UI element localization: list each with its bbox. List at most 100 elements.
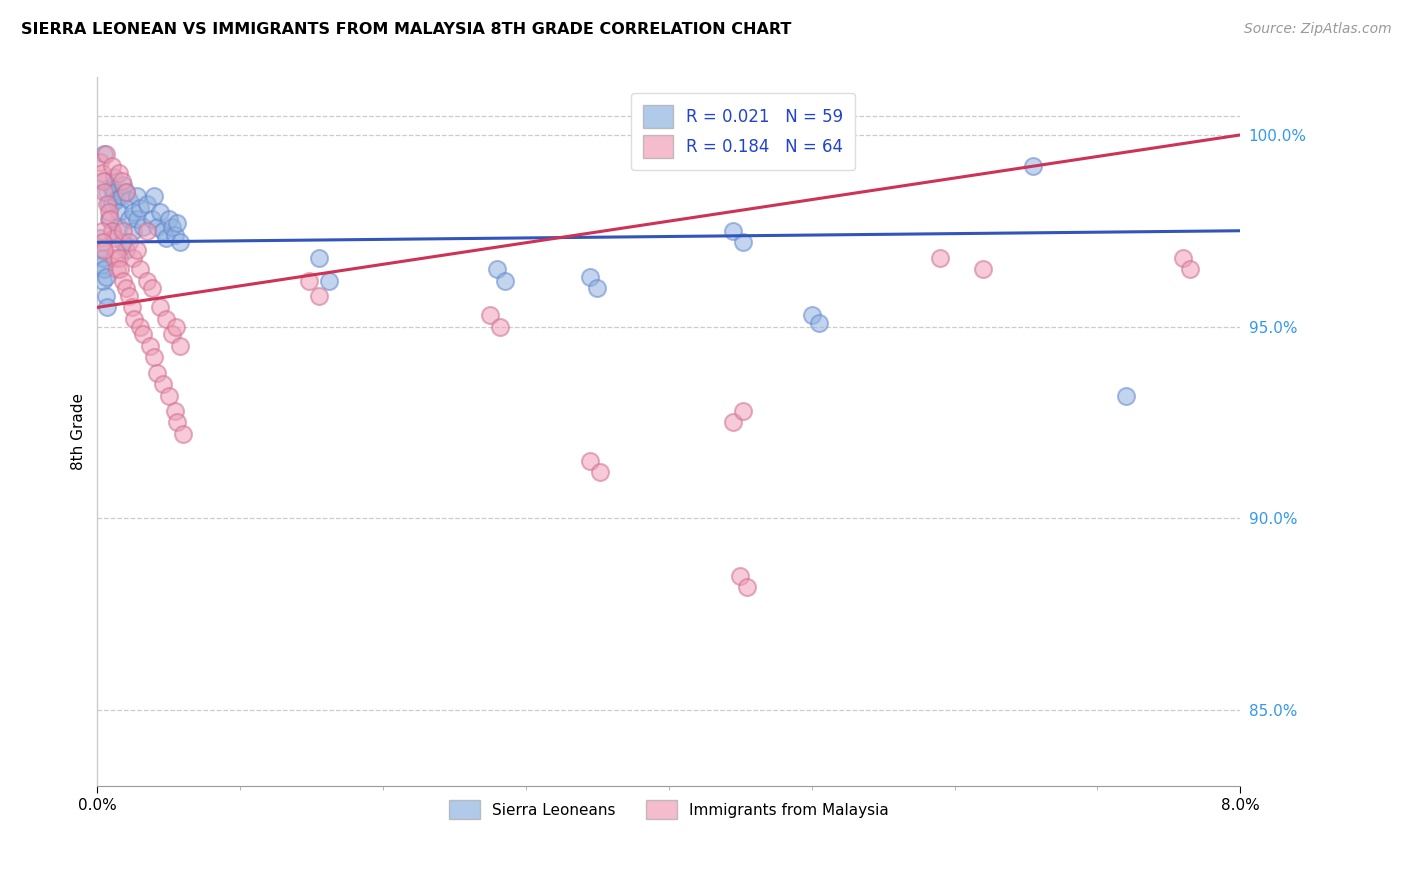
Point (97, 204, 120, 219)
Point (1115, 388, 1137, 402)
Point (107, 251, 129, 265)
Point (136, 224, 159, 238)
Point (308, 289, 330, 303)
Point (108, 262, 131, 277)
Point (494, 274, 516, 288)
Point (100, 224, 122, 238)
Point (98, 212, 121, 227)
Point (112, 274, 135, 288)
Point (579, 269, 602, 284)
Point (90, 243, 112, 257)
Point (100, 224, 122, 238)
Point (103, 186, 125, 200)
Point (94, 289, 117, 303)
Point (160, 219, 183, 234)
Point (93, 174, 115, 188)
Point (136, 274, 159, 288)
Y-axis label: 8th Grade: 8th Grade (72, 393, 86, 470)
Point (91, 251, 114, 265)
Point (121, 301, 143, 315)
Point (132, 219, 155, 234)
Point (929, 251, 952, 265)
Point (127, 189, 149, 203)
Point (479, 308, 502, 322)
Point (163, 227, 186, 242)
Point (115, 281, 138, 295)
Point (169, 339, 191, 353)
Point (100, 181, 122, 195)
Point (141, 212, 163, 227)
Point (972, 262, 994, 277)
Point (129, 319, 152, 334)
Point (96, 197, 118, 211)
Point (160, 327, 183, 342)
Point (1180, 262, 1202, 277)
Point (90, 258, 112, 272)
Point (122, 251, 145, 265)
Point (100, 159, 122, 173)
Point (94, 147, 117, 161)
Point (100, 197, 122, 211)
Point (129, 262, 152, 277)
Point (118, 289, 141, 303)
Point (96, 301, 118, 315)
Point (112, 178, 135, 192)
Point (104, 243, 127, 257)
Point (105, 262, 128, 277)
Point (136, 197, 159, 211)
Point (308, 251, 330, 265)
Point (163, 404, 186, 418)
Point (93, 243, 115, 257)
Point (91, 274, 114, 288)
Point (111, 189, 134, 203)
Point (166, 416, 188, 430)
Point (112, 224, 135, 238)
Point (489, 319, 512, 334)
Point (169, 235, 191, 250)
Point (97, 212, 120, 227)
Point (93, 147, 115, 161)
Point (139, 339, 162, 353)
Point (118, 235, 141, 250)
Point (118, 193, 141, 207)
Point (579, 453, 602, 467)
Point (124, 312, 146, 326)
Point (94, 269, 117, 284)
Point (152, 224, 174, 238)
Point (122, 204, 145, 219)
Point (127, 212, 149, 227)
Point (149, 301, 172, 315)
Point (152, 377, 174, 392)
Point (111, 174, 134, 188)
Point (89, 231, 111, 245)
Point (107, 204, 129, 219)
Point (129, 201, 152, 215)
Point (586, 281, 609, 295)
Point (1022, 159, 1045, 173)
Point (115, 186, 138, 200)
Point (800, 308, 823, 322)
Point (89, 154, 111, 169)
Point (807, 316, 830, 330)
Point (91, 235, 114, 250)
Point (157, 388, 180, 402)
Point (146, 366, 169, 380)
Point (104, 193, 127, 207)
Point (103, 170, 125, 185)
Point (165, 319, 187, 334)
Point (149, 204, 172, 219)
Legend: Sierra Leoneans, Immigrants from Malaysia: Sierra Leoneans, Immigrants from Malaysi… (443, 794, 894, 825)
Point (141, 281, 163, 295)
Point (143, 189, 166, 203)
Point (118, 212, 141, 227)
Point (97, 197, 120, 211)
Point (112, 235, 135, 250)
Point (155, 312, 177, 326)
Point (132, 327, 155, 342)
Point (93, 186, 115, 200)
Point (155, 231, 177, 245)
Text: SIERRA LEONEAN VS IMMIGRANTS FROM MALAYSIA 8TH GRADE CORRELATION CHART: SIERRA LEONEAN VS IMMIGRANTS FROM MALAYS… (21, 22, 792, 37)
Point (143, 350, 166, 364)
Point (721, 224, 744, 238)
Point (115, 186, 138, 200)
